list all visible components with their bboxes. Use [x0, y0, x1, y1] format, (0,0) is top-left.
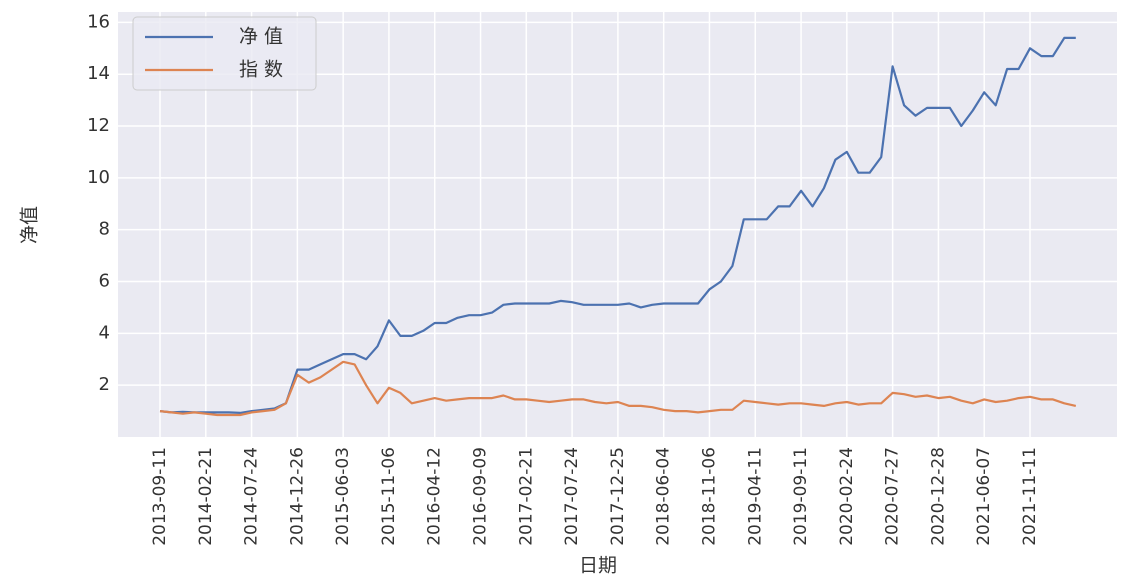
legend-label: 净值: [239, 26, 289, 48]
x-tick-label: 2021-06-07: [974, 447, 994, 546]
y-tick-label: 2: [99, 374, 110, 395]
x-tick-label: 2020-02-24: [837, 447, 857, 546]
y-tick-label: 12: [87, 115, 110, 136]
line-series: [159, 360, 1077, 417]
legend-label: 指数: [239, 59, 289, 81]
x-tick-label: 2017-12-25: [608, 447, 628, 546]
x-tick-label: 2016-04-12: [425, 447, 445, 546]
x-tick-label: 2019-09-11: [791, 447, 811, 546]
x-tick-label: 2018-06-04: [654, 447, 674, 546]
x-tick-label: 2021-11-11: [1020, 447, 1040, 546]
y-tick-label: 6: [99, 271, 110, 292]
x-tick-label: 2020-12-28: [928, 447, 948, 546]
x-tick-label: 2014-12-26: [287, 447, 307, 546]
line-series: [159, 36, 1076, 414]
x-tick-label: 2014-02-21: [196, 447, 216, 546]
x-tick-label: 2018-11-06: [699, 447, 719, 546]
x-tick-label: 2019-04-11: [745, 447, 765, 546]
legend-box: [132, 16, 317, 91]
y-axis-label: 净值: [19, 206, 41, 244]
y-tick-label: 4: [99, 322, 110, 343]
x-tick-label: 2014-07-24: [242, 447, 262, 546]
x-tick-label: 2015-06-03: [333, 447, 353, 546]
y-tick-label: 14: [87, 63, 110, 84]
y-tick-label: 8: [99, 219, 110, 240]
x-tick-label: 2015-11-06: [379, 447, 399, 546]
x-tick-label: 2016-09-09: [471, 447, 491, 546]
y-tick-label: 16: [87, 11, 110, 32]
x-axis-label: 日期: [579, 555, 617, 577]
x-tick-label: 2017-07-24: [562, 447, 582, 546]
x-tick-label: 2020-07-27: [883, 447, 903, 546]
y-tick-label: 10: [87, 167, 110, 188]
x-tick-label: 2013-09-11: [150, 447, 170, 546]
x-tick-label: 2017-02-21: [516, 447, 536, 546]
